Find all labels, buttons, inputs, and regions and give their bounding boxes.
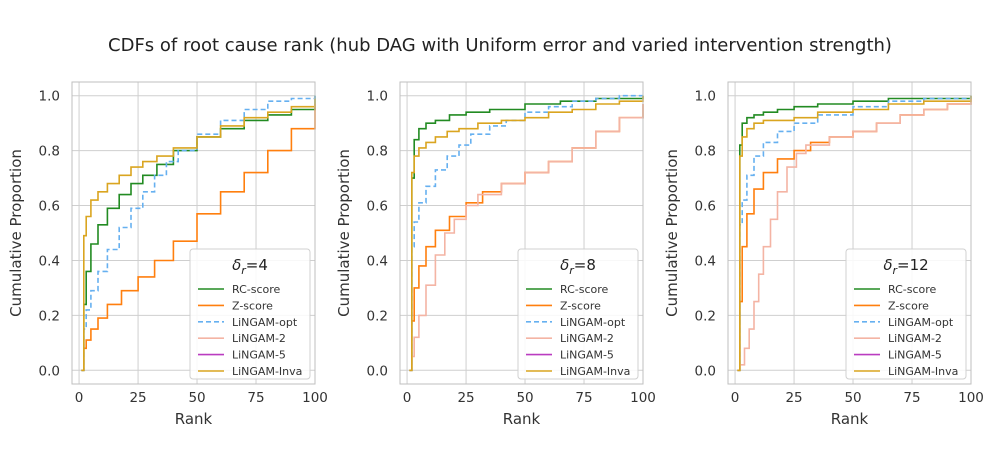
x-tick-label: 100 xyxy=(302,390,328,406)
x-axis-label: Rank xyxy=(175,410,213,428)
y-tick-label: 0.0 xyxy=(695,363,716,379)
legend-label-lingam-2: LiNGAM-2 xyxy=(232,332,286,345)
legend-label-lingam-inva: LiNGAM-Inva xyxy=(888,365,958,378)
series-line-lingam-opt xyxy=(737,95,972,372)
x-tick-label: 50 xyxy=(516,390,533,406)
y-tick-label: 1.0 xyxy=(367,89,388,105)
x-tick-label: 75 xyxy=(903,390,920,406)
y-tick-label: 0.8 xyxy=(695,144,716,160)
y-tick-label: 0.8 xyxy=(39,144,60,160)
x-axis-label: Rank xyxy=(503,410,541,428)
series-line-z-score xyxy=(81,104,316,372)
x-tick-label: 75 xyxy=(247,390,264,406)
y-tick-label: 0.2 xyxy=(39,308,60,324)
y-tick-label: 0.6 xyxy=(367,199,388,215)
legend-title: δr=8 xyxy=(560,256,596,277)
plot-frame xyxy=(71,81,316,385)
legend-label-lingam-inva: LiNGAM-Inva xyxy=(232,365,302,378)
series-line-lingam-inva xyxy=(737,95,972,372)
y-tick-label: 0.0 xyxy=(367,363,388,379)
x-tick-label: 50 xyxy=(188,390,205,406)
legend-box xyxy=(845,248,967,380)
series-line-lingam-opt xyxy=(81,95,316,372)
subplot-3: 0 25 50 75 100 0.0 0.2 0.4 0.6 0.8 1.0 Rank Cumulati… xyxy=(663,81,984,428)
y-tick-label: 0.2 xyxy=(367,308,388,324)
y-tick-label: 0.8 xyxy=(367,144,388,160)
series-line-lingam-opt xyxy=(409,94,643,372)
subplot-2: 0 25 50 75 100 0.0 0.2 0.4 0.6 0.8 1.0 Rank Cumulati… xyxy=(335,81,656,428)
series-line-lingam-2 xyxy=(409,104,644,372)
legend-label-rc-score: RC-score xyxy=(888,283,937,296)
y-tick-label: 1.0 xyxy=(39,89,60,105)
y-tick-label: 0.2 xyxy=(695,308,716,324)
series-line-rc-score xyxy=(81,95,316,372)
x-axis-label: Rank xyxy=(831,410,869,428)
series-line-lingam-inva xyxy=(409,95,644,372)
y-tick-label: 0.6 xyxy=(39,199,60,215)
legend-title: δr=12 xyxy=(883,256,928,277)
legend: δr=12 RC-score Z-score LiNGAM-opt LiNGAM-2 Li… xyxy=(845,248,967,380)
legend-box xyxy=(189,248,311,380)
legend-label-lingam-2: LiNGAM-2 xyxy=(560,332,614,345)
series-line-lingam-2 xyxy=(737,98,972,372)
x-tick-label: 25 xyxy=(457,390,474,406)
y-tick-label: 0.4 xyxy=(39,253,60,269)
y-tick-label: 0.4 xyxy=(695,253,716,269)
plot-frame xyxy=(727,81,972,385)
legend-label-rc-score: RC-score xyxy=(232,283,281,296)
legend-label-lingam-2: LiNGAM-2 xyxy=(888,332,942,345)
x-tick-label: 0 xyxy=(75,390,84,406)
legend-label-rc-score: RC-score xyxy=(560,283,609,296)
x-tick-label: 25 xyxy=(129,390,146,406)
legend-label-z-score: Z-score xyxy=(232,299,273,312)
legend-title: δr=4 xyxy=(232,256,268,277)
legend: δr=8 RC-score Z-score LiNGAM-opt LiNGAM-2 LiN… xyxy=(517,248,639,380)
y-tick-label: 1.0 xyxy=(695,89,716,105)
y-axis-label: Cumulative Proportion xyxy=(335,149,353,317)
legend-label-lingam-opt: LiNGAM-opt xyxy=(560,316,626,329)
legend-label-z-score: Z-score xyxy=(560,299,601,312)
y-tick-label: 0.4 xyxy=(367,253,388,269)
legend-label-lingam-5: LiNGAM-5 xyxy=(888,349,942,362)
legend: δr=4 RC-score Z-score LiNGAM-opt LiNGAM-2 LiN… xyxy=(189,248,311,380)
y-axis-label: Cumulative Proportion xyxy=(663,149,681,317)
legend-label-lingam-opt: LiNGAM-opt xyxy=(232,316,298,329)
legend-label-z-score: Z-score xyxy=(888,299,929,312)
series-line-rc-score xyxy=(409,95,644,372)
x-tick-label: 25 xyxy=(785,390,802,406)
x-tick-label: 0 xyxy=(403,390,412,406)
plot-frame xyxy=(399,81,644,385)
y-tick-label: 0.0 xyxy=(39,363,60,379)
legend-label-lingam-5: LiNGAM-5 xyxy=(232,349,286,362)
legend-label-lingam-5: LiNGAM-5 xyxy=(560,349,614,362)
legend-label-lingam-inva: LiNGAM-Inva xyxy=(560,365,630,378)
x-tick-label: 75 xyxy=(575,390,592,406)
x-tick-label: 100 xyxy=(958,390,984,406)
y-tick-label: 0.6 xyxy=(695,199,716,215)
y-axis-label: Cumulative Proportion xyxy=(7,149,25,317)
x-tick-label: 100 xyxy=(630,390,656,406)
legend-box xyxy=(517,248,639,380)
x-tick-label: 50 xyxy=(844,390,861,406)
x-tick-label: 0 xyxy=(731,390,740,406)
legend-label-lingam-opt: LiNGAM-opt xyxy=(888,316,954,329)
subplot-1: 0 25 50 75 100 0.0 0.2 0.4 0.6 0.8 1.0 Rank Cumulati… xyxy=(7,81,328,428)
series-line-lingam-inva xyxy=(81,98,316,372)
figure-title: CDFs of root cause rank (hub DAG with Un… xyxy=(108,35,892,56)
